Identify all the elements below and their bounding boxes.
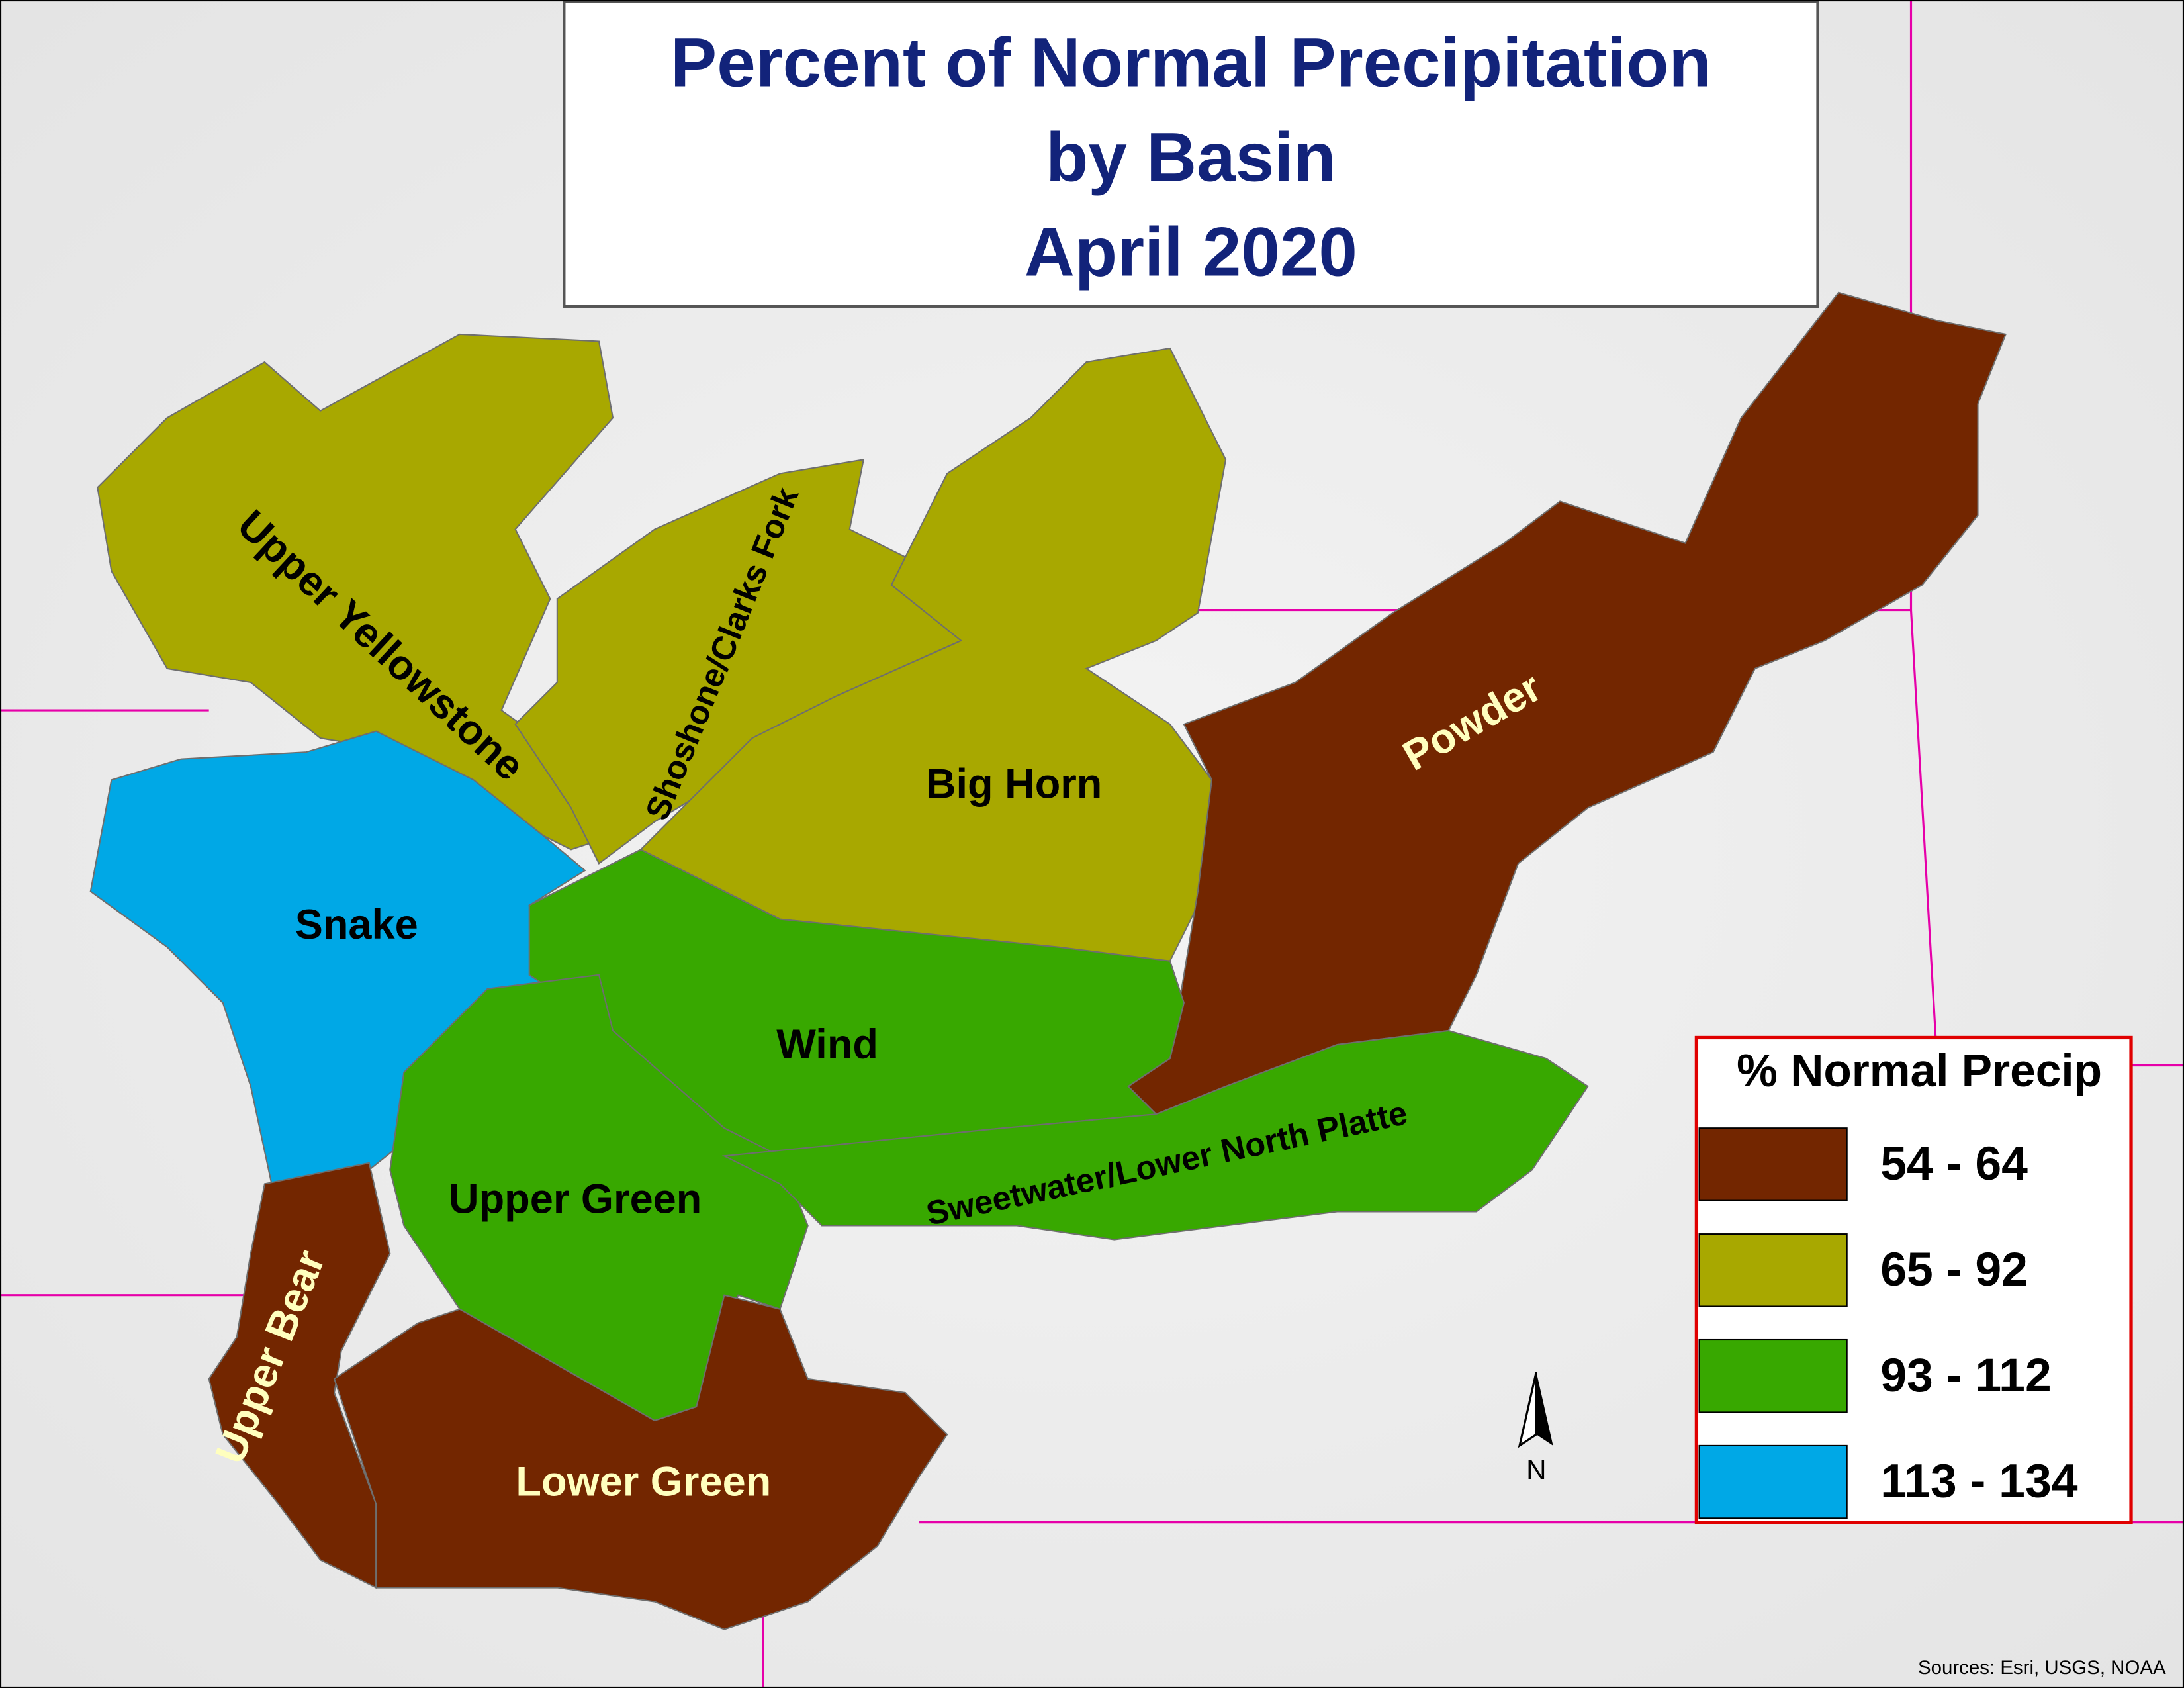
legend: % Normal Precip 54 - 64 65 - 92 93 - 112 11… xyxy=(1694,1035,2133,1524)
legend-label: 113 - 134 xyxy=(1880,1455,2078,1508)
basin[interactable] xyxy=(333,1294,948,1630)
legend-title: % Normal Precip xyxy=(1737,1045,2102,1096)
title-line: Percent of Normal Precipitation xyxy=(670,24,1711,101)
legend-swatch xyxy=(1698,1444,1848,1519)
basin-label: Upper Green xyxy=(449,1176,702,1222)
basin-label: Big Horn xyxy=(926,761,1102,807)
north-arrow: N xyxy=(1518,1372,1553,1485)
legend-label: 54 - 64 xyxy=(1880,1137,2028,1190)
title-line: by Basin xyxy=(1046,119,1336,197)
north-label: N xyxy=(1526,1454,1546,1485)
basin-label: Wind xyxy=(776,1021,878,1068)
basin[interactable] xyxy=(208,1162,391,1589)
sources: Sources: Esri, USGS, NOAA xyxy=(1918,1657,2166,1679)
title-box: Percent of Normal Precipitation by Basin… xyxy=(563,0,1819,308)
legend-swatch xyxy=(1698,1338,1848,1413)
basin[interactable] xyxy=(389,974,809,1422)
legend-label: 65 - 92 xyxy=(1880,1243,2028,1296)
basin-label: Snake xyxy=(295,902,418,948)
title-frame xyxy=(563,0,1819,308)
arrow-right xyxy=(1536,1372,1553,1446)
title-line: April 2020 xyxy=(1024,214,1357,291)
legend-label: 93 - 112 xyxy=(1880,1349,2052,1402)
legend-swatch xyxy=(1698,1127,1848,1201)
basin[interactable] xyxy=(721,1029,1589,1241)
legend-swatch xyxy=(1698,1233,1848,1307)
basins xyxy=(89,291,2007,1630)
basin-label: Lower Green xyxy=(516,1458,771,1505)
